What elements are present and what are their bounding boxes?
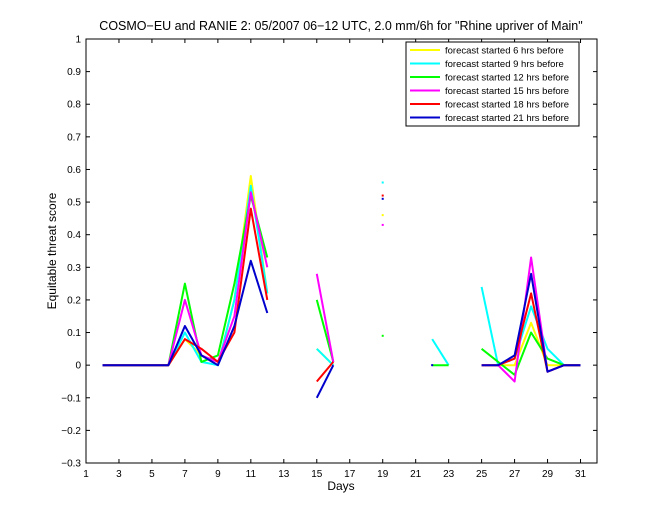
x-tick-label: 17 <box>344 469 356 480</box>
y-tick-label: −0.1 <box>61 393 81 404</box>
series-layer <box>102 175 581 399</box>
x-tick-label: 7 <box>182 469 188 480</box>
x-tick-label: 15 <box>311 469 323 480</box>
y-axis-label: Equitable threat score <box>45 192 59 309</box>
series-line <box>316 361 335 383</box>
legend-label: forecast started 18 hrs before <box>445 100 569 111</box>
legend-label: forecast started 21 hrs before <box>445 113 569 124</box>
y-tick-label: 0 <box>75 361 81 372</box>
series-point <box>381 223 384 226</box>
x-tick-label: 19 <box>377 469 389 480</box>
series-point <box>431 364 434 367</box>
legend-label: forecast started 12 hrs before <box>445 73 569 84</box>
x-tick-label: 3 <box>116 469 122 480</box>
y-tick-label: −0.2 <box>61 426 81 437</box>
x-tick-label: 13 <box>278 469 290 480</box>
y-tick-label: 0.1 <box>67 328 81 339</box>
x-tick-label: 1 <box>83 469 89 480</box>
y-tick-label: 0.6 <box>67 165 81 176</box>
legend-label: forecast started 6 hrs before <box>445 46 564 57</box>
legend: forecast started 6 hrs before forecast st… <box>405 41 580 127</box>
y-tick-label: −0.3 <box>61 459 81 470</box>
series-point <box>381 194 384 197</box>
series-6 <box>102 197 581 399</box>
series-line <box>316 348 335 366</box>
y-tick-label: 0.9 <box>67 67 81 78</box>
series-line <box>102 259 269 367</box>
series-line <box>431 338 450 366</box>
x-tick-label: 29 <box>542 469 554 480</box>
x-tick-label: 11 <box>246 469 257 480</box>
ticks-layer: 1 3 5 7 9 11 13 15 17 19 21 23 25 27 29 31−0.3−0.2−0.10… <box>61 35 597 480</box>
series-line <box>315 364 335 399</box>
series-line <box>315 273 335 363</box>
y-tick-label: 0.3 <box>67 263 81 274</box>
legend-box <box>405 41 580 127</box>
series-point <box>381 334 384 337</box>
y-tick-label: 0.8 <box>67 100 81 111</box>
plot-frame <box>85 38 598 464</box>
y-tick-label: 0.4 <box>67 230 81 241</box>
legend-label: forecast started 15 hrs before <box>445 86 569 97</box>
series-line <box>481 272 581 373</box>
x-tick-label: 27 <box>509 469 521 480</box>
x-tick-label: 25 <box>476 469 488 480</box>
legend-label: forecast started 9 hrs before <box>445 59 564 70</box>
x-axis-label: Days <box>327 479 354 493</box>
x-tick-label: 21 <box>410 469 422 480</box>
y-tick-label: 0.7 <box>67 132 81 143</box>
x-tick-label: 31 <box>575 469 587 480</box>
x-tick-label: 9 <box>215 469 221 480</box>
series-point <box>381 181 384 184</box>
y-tick-label: 1 <box>75 35 81 46</box>
chart-title: COSMO−EU and RANIE 2: 05/2007 06−12 UTC,… <box>99 19 582 33</box>
y-tick-label: 0.5 <box>67 198 81 209</box>
x-tick-label: 5 <box>149 469 155 480</box>
series-point <box>381 214 384 217</box>
series-point <box>381 197 384 200</box>
x-tick-label: 23 <box>443 469 455 480</box>
y-tick-label: 0.2 <box>67 295 81 306</box>
